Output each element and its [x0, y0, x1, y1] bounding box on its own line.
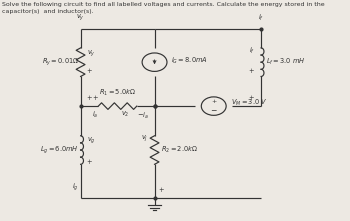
Text: $v_y$: $v_y$ [87, 48, 96, 59]
Text: $v_g$: $v_g$ [87, 136, 96, 147]
Text: $L_f=3.0\ mH$: $L_f=3.0\ mH$ [266, 57, 306, 67]
Text: $R_1=5.0k\Omega$: $R_1=5.0k\Omega$ [99, 88, 136, 98]
Text: $v_2$: $v_2$ [120, 110, 129, 120]
Text: $+$: $+$ [248, 67, 255, 75]
Text: +: + [211, 99, 216, 105]
Text: $-i_a$: $-i_a$ [137, 111, 149, 121]
Text: $i_f$: $i_f$ [258, 12, 264, 23]
Text: capacitor(s)  and inductor(s).: capacitor(s) and inductor(s). [2, 10, 94, 15]
Text: $i_g$: $i_g$ [72, 182, 78, 193]
Text: $+$: $+$ [86, 156, 93, 166]
Text: $L_g=6.0mH$: $L_g=6.0mH$ [40, 144, 79, 156]
Text: $V_M=3.0\ V$: $V_M=3.0\ V$ [231, 98, 267, 108]
Text: $i_f$: $i_f$ [249, 46, 255, 56]
Text: $+$: $+$ [86, 67, 93, 75]
Text: $i_G=8.0mA$: $i_G=8.0mA$ [171, 56, 208, 66]
Text: $+$: $+$ [92, 93, 99, 102]
Text: $i_a$: $i_a$ [92, 110, 99, 120]
Text: $+$: $+$ [86, 93, 93, 102]
Text: $+$: $+$ [158, 185, 164, 194]
Text: $R_2=2.0k\Omega$: $R_2=2.0k\Omega$ [161, 145, 198, 155]
Text: $v_j$: $v_j$ [141, 134, 149, 144]
Text: $R_y=0.01\Omega$: $R_y=0.01\Omega$ [42, 56, 79, 68]
Text: $v_y$: $v_y$ [76, 12, 85, 23]
Text: $+$: $+$ [248, 93, 255, 102]
Text: −: − [211, 106, 217, 115]
Text: Solve the following circuit to find all labelled voltages and currents. Calculat: Solve the following circuit to find all … [2, 2, 325, 7]
